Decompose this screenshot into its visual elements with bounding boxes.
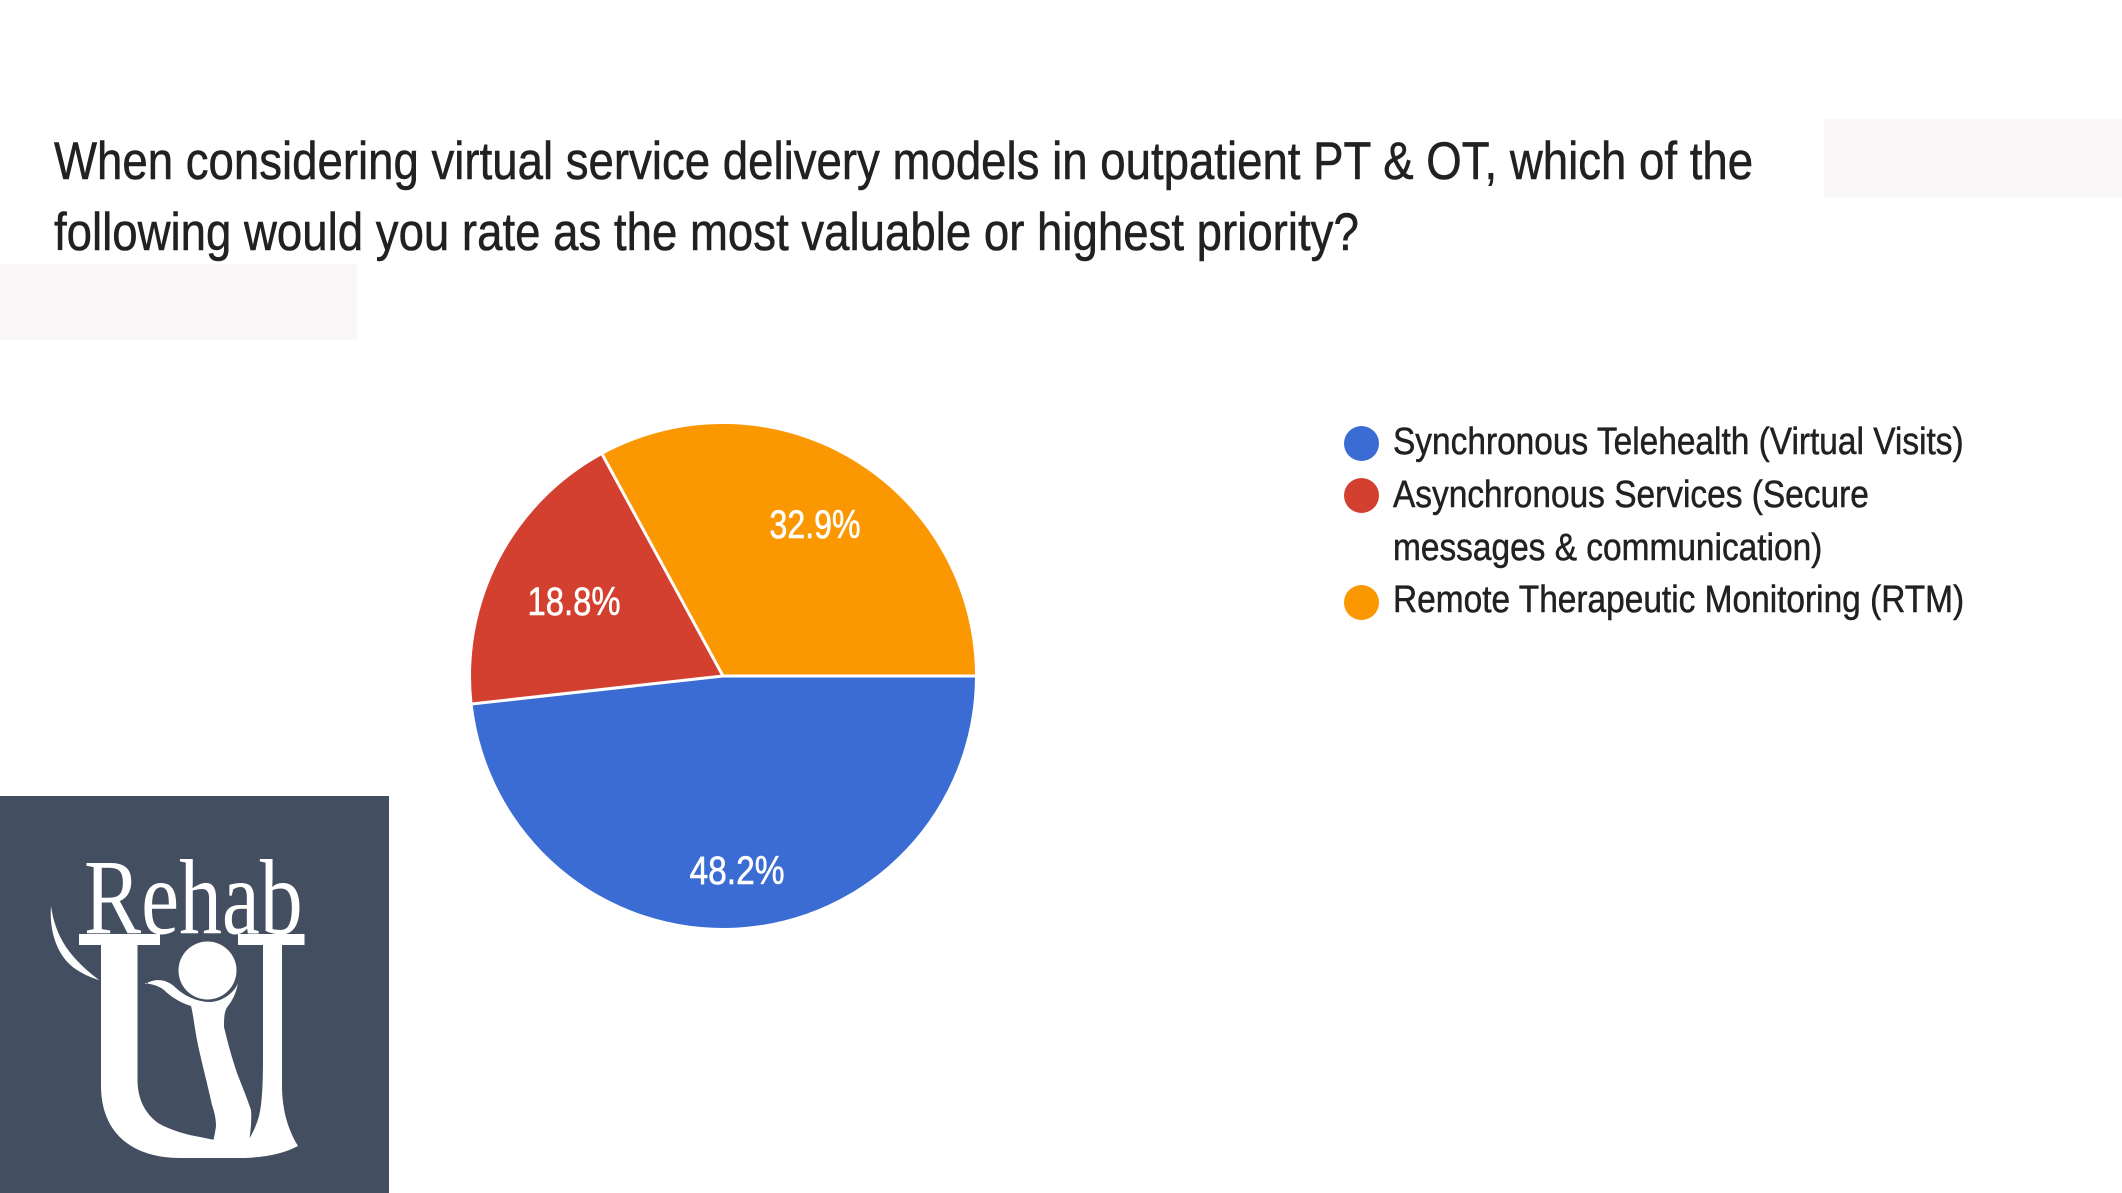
svg-text:18.8%: 18.8%	[528, 580, 621, 624]
svg-text:48.2%: 48.2%	[690, 849, 785, 893]
svg-text:32.9%: 32.9%	[770, 503, 861, 547]
